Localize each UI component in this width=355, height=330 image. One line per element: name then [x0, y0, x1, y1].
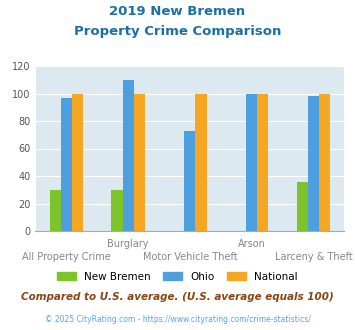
Bar: [257, 93, 268, 231]
Text: All Property Crime: All Property Crime: [22, 252, 111, 262]
Text: 2019 New Bremen: 2019 New Bremen: [109, 5, 246, 18]
Bar: [196, 93, 207, 231]
Text: Burglary: Burglary: [108, 239, 149, 249]
Text: Larceny & Theft: Larceny & Theft: [274, 252, 353, 262]
Bar: [50, 190, 61, 231]
Text: Arson: Arson: [238, 239, 266, 249]
Text: Property Crime Comparison: Property Crime Comparison: [74, 25, 281, 38]
Bar: [308, 96, 319, 231]
Legend: New Bremen, Ohio, National: New Bremen, Ohio, National: [53, 268, 302, 286]
Text: © 2025 CityRating.com - https://www.cityrating.com/crime-statistics/: © 2025 CityRating.com - https://www.city…: [45, 315, 310, 324]
Bar: [184, 131, 196, 231]
Bar: [61, 98, 72, 231]
Bar: [246, 93, 257, 231]
Bar: [297, 182, 308, 231]
Text: Compared to U.S. average. (U.S. average equals 100): Compared to U.S. average. (U.S. average …: [21, 292, 334, 302]
Text: Motor Vehicle Theft: Motor Vehicle Theft: [143, 252, 237, 262]
Bar: [122, 80, 134, 231]
Bar: [72, 93, 83, 231]
Bar: [111, 190, 122, 231]
Bar: [134, 93, 145, 231]
Bar: [319, 93, 330, 231]
